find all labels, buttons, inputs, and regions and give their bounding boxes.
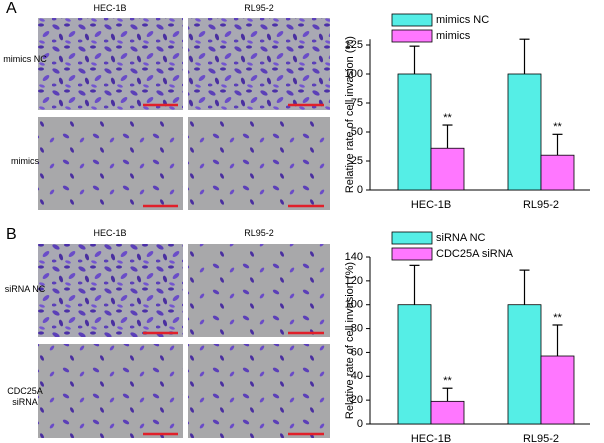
x-tick-label: HEC-1B — [411, 433, 451, 443]
y-tick-label: 20 — [351, 394, 363, 406]
micrographs — [38, 18, 330, 438]
y-tick-label: 40 — [351, 370, 363, 382]
significance-label: ** — [553, 312, 562, 324]
legend-label: CDC25A siRNA — [436, 248, 514, 260]
x-tick-label: HEC-1B — [411, 199, 451, 211]
error-bar — [409, 264, 420, 305]
column-label: RL95-2 — [244, 228, 274, 238]
bar — [430, 400, 465, 425]
y-axis-label: Relative rate of cell invasion (%) — [344, 262, 356, 419]
y-tick-label: 75 — [351, 97, 363, 109]
micrograph — [188, 117, 330, 210]
column-label: HEC-1B — [93, 3, 127, 13]
bar — [540, 154, 575, 191]
significance-label: ** — [553, 121, 562, 133]
micrograph — [38, 344, 183, 438]
bar — [397, 73, 432, 191]
legend-swatch — [391, 247, 433, 261]
y-tick-label: 0 — [357, 184, 363, 196]
significance-label: ** — [443, 112, 452, 124]
bar — [507, 73, 542, 191]
bar — [430, 147, 465, 191]
error-bar — [442, 124, 453, 149]
error-bar — [519, 38, 530, 74]
row-label: siRNA NC — [4, 284, 46, 294]
micrograph — [38, 117, 183, 210]
y-tick-label: 140 — [345, 251, 363, 263]
y-tick-label: 60 — [351, 346, 363, 358]
y-axis-label: Relative rate of cell invasion (%) — [344, 36, 356, 193]
panel-label: B — [6, 226, 17, 243]
micrograph — [188, 18, 330, 110]
row-label: CDC25A siRNA — [7, 386, 43, 407]
legend-swatch — [391, 231, 433, 245]
column-label: RL95-2 — [244, 3, 274, 13]
legend-label: mimics NC — [436, 14, 489, 26]
y-tick-label: 120 — [345, 275, 363, 287]
error-bar — [519, 269, 530, 305]
error-bar — [552, 324, 563, 357]
row-label: mimics — [11, 156, 39, 166]
y-tick-label: 0 — [357, 418, 363, 430]
micrograph — [38, 244, 183, 337]
legend-label: siRNA NC — [436, 232, 486, 244]
y-tick-label: 100 — [345, 68, 363, 80]
bar — [397, 304, 432, 425]
y-tick-label: 25 — [351, 155, 363, 167]
y-tick-label: 80 — [351, 322, 363, 334]
micrograph — [188, 244, 330, 337]
bar — [540, 355, 575, 425]
row-label: mimics NC — [3, 54, 47, 64]
panel-label: A — [6, 0, 17, 17]
legend-swatch — [391, 29, 433, 43]
y-tick-label: 50 — [351, 126, 363, 138]
error-bar — [552, 133, 563, 156]
micrograph — [188, 344, 330, 438]
column-label: HEC-1B — [93, 228, 127, 238]
x-tick-label: RL95-2 — [523, 199, 559, 211]
legend-label: mimics — [436, 30, 471, 42]
error-bar — [442, 387, 453, 402]
y-tick-label: 125 — [345, 39, 363, 51]
x-tick-label: RL95-2 — [523, 433, 559, 443]
y-tick-label: 100 — [345, 299, 363, 311]
significance-label: ** — [443, 375, 452, 387]
error-bar — [409, 45, 420, 74]
legend-swatch — [391, 13, 433, 27]
scale-bars — [143, 103, 324, 436]
bar — [507, 304, 542, 425]
micrograph — [38, 18, 183, 110]
